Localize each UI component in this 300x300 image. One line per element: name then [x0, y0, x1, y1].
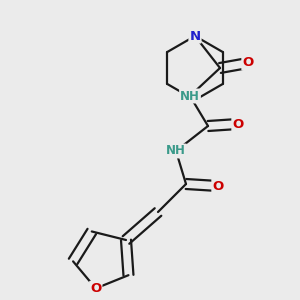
Text: O: O [232, 118, 244, 130]
Text: O: O [212, 179, 224, 193]
Text: O: O [90, 282, 101, 295]
Text: NH: NH [166, 145, 186, 158]
Text: N: N [189, 29, 201, 43]
Text: NH: NH [180, 89, 200, 103]
Text: O: O [242, 56, 253, 70]
